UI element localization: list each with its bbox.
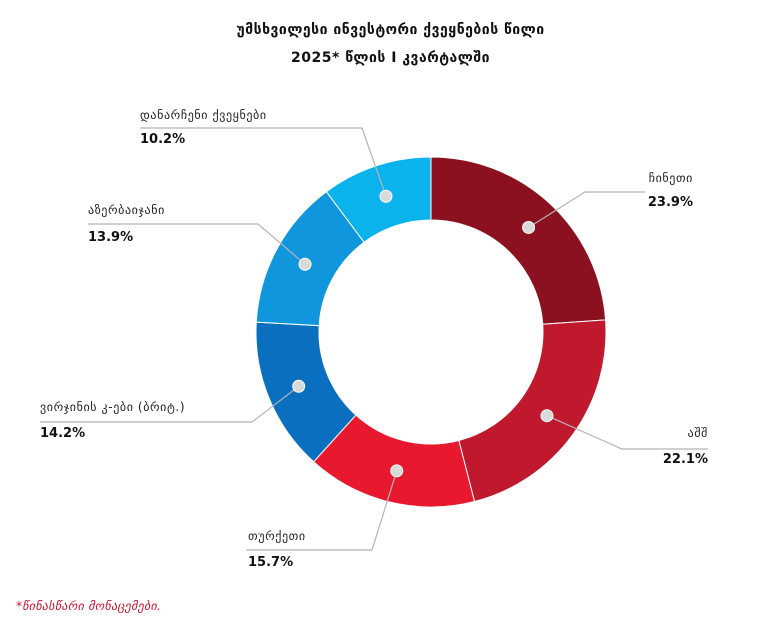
category-label-5: დანარჩენი ქვეყნები xyxy=(140,108,267,122)
chart-title: უმსხვილესი ინვესტორი ქვეყნების წილი xyxy=(236,22,545,38)
value-label-3: 14.2% xyxy=(40,426,85,441)
value-label-2: 15.7% xyxy=(248,555,293,570)
leader-line-4 xyxy=(88,223,306,265)
leader-line-2 xyxy=(246,470,398,551)
value-label-5: 10.2% xyxy=(140,132,185,147)
leader-line-3 xyxy=(40,385,300,423)
category-label-3: ვირჯინის კ-ები (ბრიტ.) xyxy=(40,400,185,414)
leader-line-1 xyxy=(546,415,708,450)
category-label-4: აზერბაიჯანი xyxy=(88,203,165,217)
value-label-0: 23.9% xyxy=(648,195,693,210)
value-label-1: 22.1% xyxy=(663,452,708,467)
donut-slice-0 xyxy=(430,156,607,325)
slice-marker-dot-2 xyxy=(390,464,404,478)
category-label-2: თურქეთი xyxy=(248,529,306,543)
donut-slice-1 xyxy=(458,319,607,503)
category-label-0: ჩინეთი xyxy=(649,171,693,185)
leader-line-0 xyxy=(528,191,645,228)
slice-marker-dot-0 xyxy=(522,220,536,234)
slice-marker-dot-3 xyxy=(292,379,306,393)
leader-line-5 xyxy=(140,127,387,197)
slice-marker-dot-5 xyxy=(379,189,393,203)
slice-marker-dot-4 xyxy=(298,257,312,271)
chart-subtitle: 2025* წლის I კვარტალში xyxy=(291,50,490,66)
donut-slice-5 xyxy=(325,156,432,243)
footnote: *წინასწარი მონაცემები. xyxy=(16,599,162,613)
value-label-4: 13.9% xyxy=(88,230,133,245)
slice-marker-dot-1 xyxy=(540,409,554,423)
category-label-1: აშშ xyxy=(688,426,708,440)
